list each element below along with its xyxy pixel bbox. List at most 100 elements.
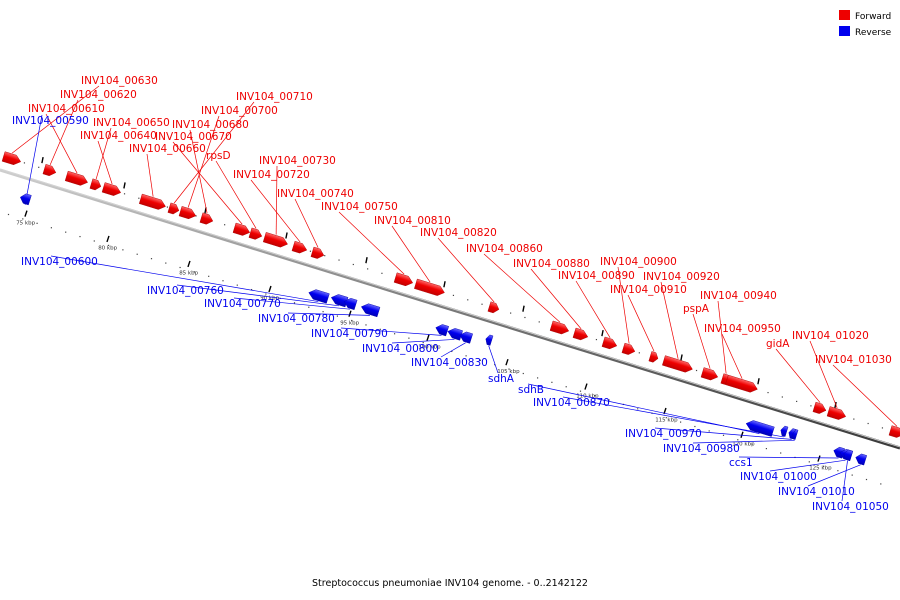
minor-tick [367, 268, 369, 270]
minor-tick [853, 418, 855, 420]
forward-gene-arrow-shape [549, 320, 570, 335]
minor-tick [737, 439, 739, 441]
forward-leader-line [692, 313, 711, 369]
minor-tick [551, 381, 553, 383]
minor-tick [880, 483, 882, 485]
reverse-gene-label: INV104_00600 [21, 256, 98, 268]
forward-gene-label: INV104_00910 [610, 284, 687, 296]
minor-tick [810, 405, 812, 407]
forward-gene-arrow-shape [262, 232, 288, 248]
minor-tick [695, 369, 698, 372]
reverse-gene-arrow [855, 453, 868, 466]
forward-gene-label: pspA [683, 303, 710, 315]
minor-tick [122, 249, 124, 251]
major-tick [443, 281, 446, 288]
forward-gene-arrow-shape [572, 327, 589, 341]
reverse-gene-arrow-shape [745, 420, 775, 437]
tick-label: 85 kbp [179, 271, 198, 277]
reverse-gene-label: INV104_01010 [778, 486, 855, 498]
forward-gene-arrow [138, 193, 166, 210]
forward-gene-arrow-shape [199, 212, 214, 225]
reverse-gene-arrow-shape [343, 298, 358, 310]
legend: Forward Reverse [839, 10, 892, 38]
forward-gene-arrow [199, 212, 214, 225]
forward-gene-arrow [414, 278, 445, 296]
forward-gene-label: INV104_01030 [815, 354, 892, 366]
forward-leader-line [189, 129, 208, 214]
minor-tick [208, 275, 210, 277]
minor-tick [510, 312, 512, 314]
reverse-gene-label: INV104_00790 [311, 328, 388, 340]
forward-gene-arrow-shape [700, 367, 719, 381]
minor-tick [694, 425, 696, 428]
reverse-gene-arrow-shape [447, 328, 463, 341]
forward-gene-arrow [621, 342, 636, 355]
forward-gene-arrow-shape [138, 193, 166, 210]
reverse-gene-arrow-shape [20, 193, 32, 206]
minor-tick [452, 294, 455, 297]
reverse-gene-arrow [792, 429, 799, 440]
minor-tick [22, 218, 24, 220]
forward-gene-arrow [549, 320, 570, 335]
minor-tick [679, 421, 682, 423]
forward-gene-label: INV104_00610 [28, 103, 105, 115]
forward-gene-arrow-shape [621, 342, 636, 355]
forward-gene-arrow [826, 406, 847, 420]
minor-tick [324, 255, 326, 257]
legend-forward-swatch [839, 10, 850, 20]
legend-reverse-label: Reverse [855, 28, 892, 38]
forward-gene-arrow [248, 227, 263, 240]
minor-tick [136, 253, 138, 255]
forward-gene-label: INV104_01020 [792, 330, 869, 342]
minor-tick [508, 368, 510, 370]
reverse-gene-arrow [447, 328, 463, 341]
minor-tick [881, 427, 884, 429]
forward-leader-line [95, 127, 112, 180]
minor-tick [494, 364, 496, 366]
minor-tick [451, 350, 453, 353]
forward-leader-line [11, 85, 100, 154]
forward-gene-arrow [601, 336, 618, 350]
minor-tick [765, 447, 767, 450]
tick-label: 90 kbp [260, 296, 279, 302]
forward-leader-line [45, 113, 78, 174]
reverse-gene-label: INV104_01000 [740, 471, 817, 483]
forward-gene-arrow-shape [1, 151, 22, 165]
reverse-leader-line [391, 339, 455, 344]
major-tick [123, 182, 126, 189]
forward-gene-label: INV104_00750 [321, 201, 398, 213]
forward-gene-label: INV104_00700 [201, 105, 278, 117]
forward-gene-arrow-shape [414, 278, 445, 296]
tick-label: 110 kbp [576, 393, 599, 399]
forward-gene-arrow [662, 355, 693, 373]
minor-tick [637, 408, 639, 410]
minor-tick [796, 400, 798, 403]
tick-label: 125 kbp [809, 465, 832, 471]
reverse-gene-arrow-shape [330, 294, 349, 308]
minor-tick [381, 272, 383, 274]
tick-label: 100 kbp [418, 345, 441, 351]
forward-gene-arrow [812, 401, 827, 414]
major-tick [740, 431, 744, 438]
reverse-gene-label: INV104_00770 [204, 298, 281, 310]
forward-leader-line [660, 281, 679, 359]
forward-leader-line [617, 266, 630, 344]
reverse-gene-arrow-shape [792, 429, 799, 440]
forward-gene-arrow [310, 246, 325, 259]
minor-tick [379, 328, 381, 330]
minor-tick [352, 263, 354, 266]
reverse-leader-line [233, 297, 350, 310]
minor-tick [338, 259, 340, 261]
forward-gene-arrow [700, 367, 719, 381]
reverse-gene-arrow-shape [855, 453, 868, 466]
minor-tick [322, 311, 324, 313]
minor-tick [309, 250, 312, 252]
legend-forward-label: Forward [855, 12, 891, 22]
forward-gene-arrow-shape [662, 355, 693, 373]
tick-label: 105 kbp [497, 369, 520, 375]
forward-gene-label: INV104_00940 [700, 290, 777, 302]
minor-tick [436, 346, 439, 348]
reverse-leader-line [24, 114, 43, 205]
